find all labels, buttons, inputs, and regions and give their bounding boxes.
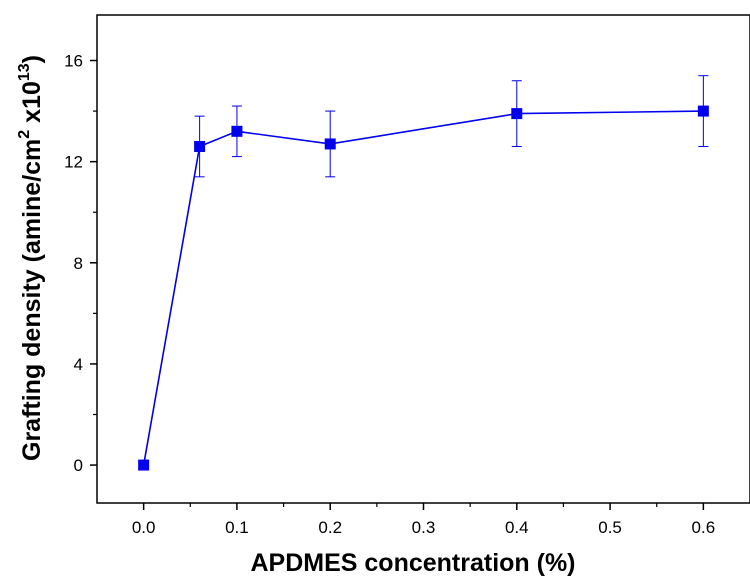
x-tick-label: 0.0 bbox=[132, 518, 156, 537]
y-tick-label: 0 bbox=[74, 456, 83, 475]
data-point-marker bbox=[324, 138, 336, 150]
y-axis-title-sup-13: 13 bbox=[16, 63, 33, 81]
y-tick-label: 8 bbox=[74, 254, 83, 273]
y-axis-title-sup-2: 2 bbox=[16, 130, 33, 139]
y-tick-label: 16 bbox=[64, 52, 83, 71]
x-axis-title: APDMES concentration (%) bbox=[250, 549, 575, 577]
y-axis-title-main: Grafting density (amine/cm bbox=[18, 139, 46, 461]
plot-area-frame bbox=[96, 14, 750, 504]
y-axis-title: Grafting density (amine/cm2 x1013) bbox=[16, 55, 46, 461]
y-axis-title-end: ) bbox=[18, 55, 46, 63]
series-line bbox=[142, 110, 704, 466]
x-tick-label: 0.1 bbox=[225, 518, 249, 537]
x-tick-label: 0.2 bbox=[318, 518, 342, 537]
data-point-marker bbox=[138, 459, 150, 471]
data-point-marker bbox=[511, 108, 523, 120]
y-axis-title-mid: x10 bbox=[18, 81, 46, 130]
data-point-marker bbox=[697, 105, 709, 117]
series-group bbox=[138, 75, 709, 471]
x-tick-label: 0.6 bbox=[692, 518, 716, 537]
x-axis: 0.0 0.1 0.2 0.3 0.4 0.5 0.6 bbox=[132, 503, 715, 537]
data-point-marker bbox=[231, 125, 243, 137]
x-tick-label: 0.5 bbox=[598, 518, 622, 537]
y-tick-label: 12 bbox=[64, 153, 83, 172]
data-point-marker bbox=[194, 140, 206, 152]
x-tick-label: 0.3 bbox=[412, 518, 436, 537]
y-axis: 0 4 8 12 16 bbox=[64, 52, 97, 475]
x-tick-label: 0.4 bbox=[505, 518, 529, 537]
y-tick-label: 4 bbox=[74, 355, 83, 374]
